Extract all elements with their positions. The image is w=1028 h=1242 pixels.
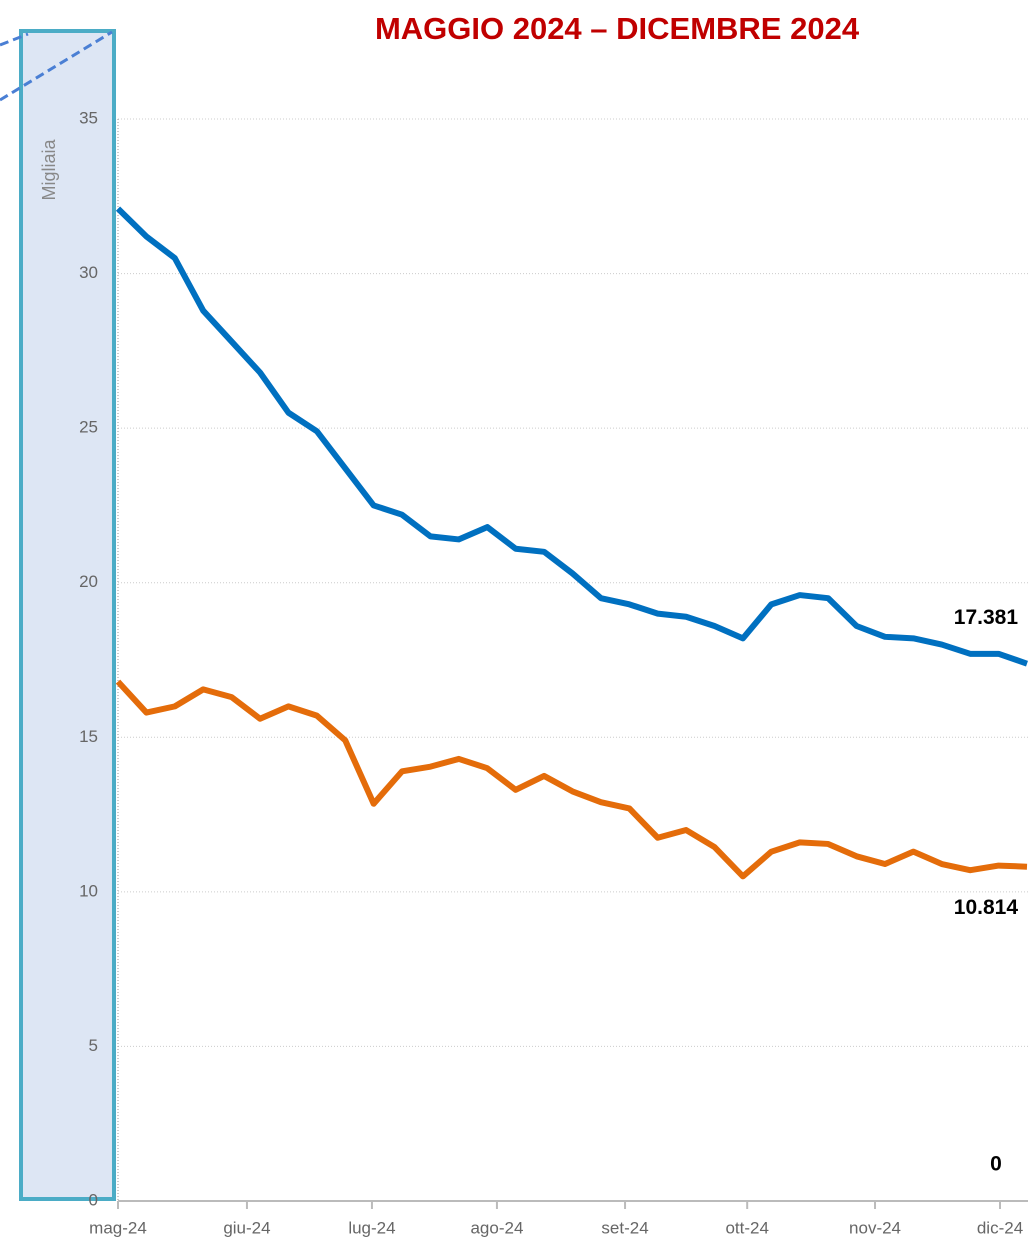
y-tick-label: 25 bbox=[79, 418, 98, 437]
highlight-box bbox=[19, 29, 116, 1201]
y-axis-label: Migliaia bbox=[39, 139, 59, 201]
chart-title: MAGGIO 2024 – DICEMBRE 2024 bbox=[375, 11, 860, 46]
y-tick-label: 0 bbox=[89, 1190, 98, 1209]
y-tick-label: 20 bbox=[79, 572, 98, 591]
x-tick-label: nov-24 bbox=[849, 1218, 901, 1237]
x-tick-label: ago-24 bbox=[470, 1218, 523, 1237]
y-tick-label: 10 bbox=[79, 881, 98, 900]
x-tick-label: dic-24 bbox=[977, 1218, 1023, 1237]
x-tick-label: lug-24 bbox=[348, 1218, 395, 1237]
y-tick-label: 30 bbox=[79, 263, 98, 282]
y-tick-label: 15 bbox=[79, 727, 98, 746]
dashed-connector bbox=[0, 32, 29, 47]
y-tick-label: 35 bbox=[79, 108, 98, 127]
annotation: 0 bbox=[990, 1153, 1002, 1176]
x-tick-label: ott-24 bbox=[725, 1218, 768, 1237]
x-tick-label: mag-24 bbox=[89, 1218, 147, 1237]
series-line bbox=[115, 206, 1028, 667]
dashed-connector bbox=[0, 30, 113, 102]
end-label: 10.814 bbox=[954, 896, 1019, 919]
y-tick-label: 5 bbox=[89, 1036, 98, 1055]
end-label: 17.381 bbox=[954, 606, 1019, 629]
x-tick-label: giu-24 bbox=[223, 1218, 270, 1237]
series-line bbox=[115, 679, 1028, 880]
x-tick-label: set-24 bbox=[601, 1218, 648, 1237]
